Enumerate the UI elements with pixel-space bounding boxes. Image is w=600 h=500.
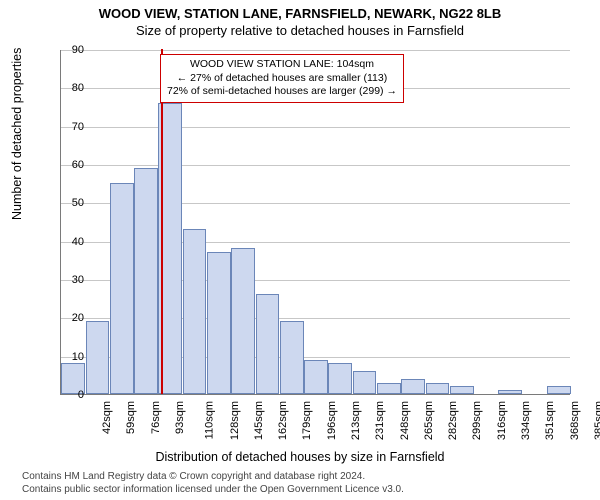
histogram-bar xyxy=(86,321,110,394)
x-tick-label: 351sqm xyxy=(544,401,556,440)
x-tick-label: 248sqm xyxy=(399,401,411,440)
x-tick-label: 59sqm xyxy=(125,401,137,434)
y-tick-label: 90 xyxy=(54,44,84,56)
x-tick-label: 282sqm xyxy=(447,401,459,440)
x-axis-label: Distribution of detached houses by size … xyxy=(0,450,600,464)
x-tick-label: 368sqm xyxy=(569,401,581,440)
y-tick-label: 0 xyxy=(54,389,84,401)
histogram-bar xyxy=(183,229,207,394)
x-tick-label: 179sqm xyxy=(302,401,314,440)
page-subtitle: Size of property relative to detached ho… xyxy=(0,23,600,38)
histogram-bar xyxy=(353,371,377,394)
histogram-bar xyxy=(401,379,425,394)
histogram-bar xyxy=(498,390,522,394)
y-tick-label: 20 xyxy=(54,312,84,324)
x-tick-label: 162sqm xyxy=(277,401,289,440)
histogram-bar xyxy=(207,252,231,394)
x-tick-label: 265sqm xyxy=(423,401,435,440)
footer-line-1: Contains HM Land Registry data © Crown c… xyxy=(22,471,404,484)
x-tick-label: 385sqm xyxy=(593,401,600,440)
footer-attribution: Contains HM Land Registry data © Crown c… xyxy=(22,471,404,496)
annotation-line: ← 27% of detached houses are smaller (11… xyxy=(167,72,397,86)
annotation-line: WOOD VIEW STATION LANE: 104sqm xyxy=(167,58,397,72)
x-tick-label: 299sqm xyxy=(472,401,484,440)
y-tick-label: 60 xyxy=(54,159,84,171)
grid-line xyxy=(61,50,570,51)
y-tick-label: 70 xyxy=(54,121,84,133)
histogram-bar xyxy=(231,248,255,394)
x-tick-label: 316sqm xyxy=(496,401,508,440)
grid-line xyxy=(61,127,570,128)
grid-line xyxy=(61,165,570,166)
histogram-bar xyxy=(304,360,328,395)
y-tick-label: 10 xyxy=(54,351,84,363)
footer-line-2: Contains public sector information licen… xyxy=(22,484,404,497)
y-axis-label: Number of detached properties xyxy=(10,48,24,220)
chart-area: WOOD VIEW STATION LANE: 104sqm← 27% of d… xyxy=(60,50,570,395)
page-title: WOOD VIEW, STATION LANE, FARNSFIELD, NEW… xyxy=(0,6,600,21)
annotation-line: 72% of semi-detached houses are larger (… xyxy=(167,85,397,99)
histogram-bar xyxy=(426,383,450,395)
histogram-bar xyxy=(328,363,352,394)
y-tick-label: 50 xyxy=(54,197,84,209)
histogram-bar xyxy=(256,294,280,394)
x-tick-label: 128sqm xyxy=(229,401,241,440)
x-tick-label: 213sqm xyxy=(350,401,362,440)
x-tick-label: 334sqm xyxy=(520,401,532,440)
histogram-bar xyxy=(280,321,304,394)
plot-area: WOOD VIEW STATION LANE: 104sqm← 27% of d… xyxy=(60,50,570,395)
x-tick-label: 196sqm xyxy=(326,401,338,440)
x-tick-label: 145sqm xyxy=(253,401,265,440)
x-tick-label: 110sqm xyxy=(204,401,216,439)
y-tick-label: 30 xyxy=(54,274,84,286)
x-tick-label: 42sqm xyxy=(101,401,113,434)
x-tick-label: 76sqm xyxy=(150,401,162,434)
x-tick-label: 231sqm xyxy=(374,401,386,440)
annotation-box: WOOD VIEW STATION LANE: 104sqm← 27% of d… xyxy=(160,54,404,103)
histogram-bar xyxy=(110,183,134,394)
histogram-bar xyxy=(377,383,401,395)
histogram-bar xyxy=(450,386,474,394)
y-tick-label: 40 xyxy=(54,236,84,248)
histogram-bar xyxy=(134,168,158,394)
y-tick-label: 80 xyxy=(54,82,84,94)
x-tick-label: 93sqm xyxy=(174,401,186,434)
histogram-bar xyxy=(547,386,571,394)
